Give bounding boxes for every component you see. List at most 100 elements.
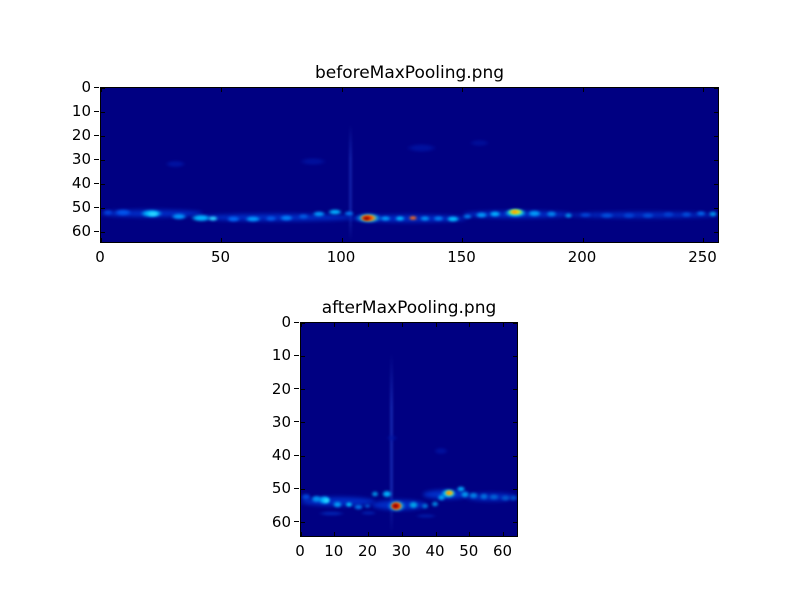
x-tick-mark xyxy=(435,532,437,536)
heat-blob xyxy=(639,211,657,219)
y-tick-mark-outer xyxy=(294,454,299,456)
y-tick-mark xyxy=(301,422,305,424)
heat-blob xyxy=(407,215,419,222)
x-tick-mark xyxy=(582,88,584,92)
y-tick-mark xyxy=(513,389,517,391)
heat-blob xyxy=(360,215,373,221)
y-tick-label: 60 xyxy=(271,512,291,531)
x-tick-mark xyxy=(435,323,437,327)
heat-blob xyxy=(295,212,312,221)
heat-blob xyxy=(487,210,503,218)
heat-blob xyxy=(420,501,430,510)
y-tick-mark xyxy=(101,231,105,233)
heatmap-image-before xyxy=(100,87,719,243)
vertical-streak xyxy=(349,124,353,241)
y-tick-mark xyxy=(301,355,305,357)
heat-blob xyxy=(342,210,356,217)
heat-blob xyxy=(467,491,481,501)
y-tick-mark xyxy=(513,422,517,424)
y-tick-label: 10 xyxy=(271,346,291,365)
x-tick-label: 200 xyxy=(567,248,597,266)
y-tick-label: 30 xyxy=(271,412,291,431)
heat-blob xyxy=(321,497,332,505)
heat-blob xyxy=(161,158,191,169)
heat-blob xyxy=(410,513,442,520)
heat-blob xyxy=(168,211,191,221)
y-tick-mark-outer xyxy=(94,110,99,112)
x-tick-label: 60 xyxy=(492,542,513,560)
x-tick-label: 50 xyxy=(459,542,479,560)
x-tick-mark xyxy=(301,323,302,327)
heat-blob xyxy=(508,494,517,502)
heat-blob xyxy=(576,211,595,219)
y-tick-label: 50 xyxy=(71,198,91,217)
heat-blob xyxy=(525,209,545,218)
heat-blob xyxy=(263,215,279,223)
heat-blob xyxy=(241,214,264,224)
x-tick-label: 50 xyxy=(210,248,231,266)
x-tick-label: 100 xyxy=(326,248,356,266)
y-tick-mark-outer xyxy=(294,487,299,489)
heat-blob xyxy=(293,156,333,167)
heat-blob xyxy=(110,208,135,218)
heat-blob xyxy=(331,500,344,509)
x-tick-mark xyxy=(462,238,464,242)
y-tick-label: 40 xyxy=(271,446,291,465)
y-tick-label: 60 xyxy=(71,222,91,241)
y-tick-mark xyxy=(513,488,517,490)
y-tick-mark xyxy=(301,389,305,391)
heat-blob xyxy=(101,209,116,217)
x-tick-label: 40 xyxy=(425,542,445,560)
y-tick-label: 40 xyxy=(71,174,91,193)
y-tick-mark xyxy=(101,111,105,113)
heat-blob xyxy=(460,212,475,220)
x-tick-mark xyxy=(582,238,584,242)
y-tick-label: 0 xyxy=(81,78,91,96)
x-tick-mark xyxy=(221,238,222,242)
heat-blob xyxy=(351,502,365,511)
heat-blob xyxy=(356,509,381,516)
heat-blob xyxy=(444,214,462,223)
heat-blob xyxy=(380,488,395,499)
heat-blob xyxy=(391,503,400,509)
x-tick-label: 20 xyxy=(357,542,378,560)
heat-blob xyxy=(344,501,355,509)
y-tick-mark xyxy=(101,183,105,185)
y-tick-mark-outer xyxy=(94,230,99,232)
heat-blob xyxy=(309,210,329,219)
x-tick-mark xyxy=(401,323,403,327)
subplot-after-maxpooling: afterMaxPooling.png 0 10 20 30 40 50 60 0 10 20 30… xyxy=(272,298,518,559)
y-tick-mark xyxy=(301,522,305,524)
x-tick-mark xyxy=(469,323,471,327)
x-tick-label: 250 xyxy=(688,248,717,266)
vertical-streak xyxy=(389,352,393,535)
x-tick-label: 0 xyxy=(95,248,105,266)
heat-blob xyxy=(362,502,372,510)
x-tick-mark xyxy=(101,238,102,242)
y-tick-mark xyxy=(101,88,105,89)
heat-blob xyxy=(659,211,678,219)
heat-blob xyxy=(277,214,296,222)
x-tick-mark xyxy=(503,532,504,536)
x-tick-mark xyxy=(703,88,705,92)
y-tick-mark-outer xyxy=(294,354,299,356)
x-tick-mark xyxy=(341,238,343,242)
heat-blob xyxy=(543,210,560,218)
heat-blob xyxy=(384,433,401,442)
y-tick-mark xyxy=(101,135,105,137)
heat-blob xyxy=(678,210,695,218)
y-tick-mark xyxy=(301,323,305,324)
y-tick-label: 20 xyxy=(71,126,91,145)
heat-blob xyxy=(430,500,441,509)
heat-blob xyxy=(477,492,491,501)
heat-blob xyxy=(393,214,407,223)
y-tick-mark-outer xyxy=(94,134,99,136)
heat-blob xyxy=(312,510,350,518)
y-tick-mark-outer xyxy=(94,206,99,208)
x-tick-mark xyxy=(221,88,222,92)
heat-blob xyxy=(377,214,394,223)
heat-blob xyxy=(301,492,314,502)
y-tick-mark xyxy=(513,455,517,457)
plot-title-after: afterMaxPooling.png xyxy=(321,298,497,318)
